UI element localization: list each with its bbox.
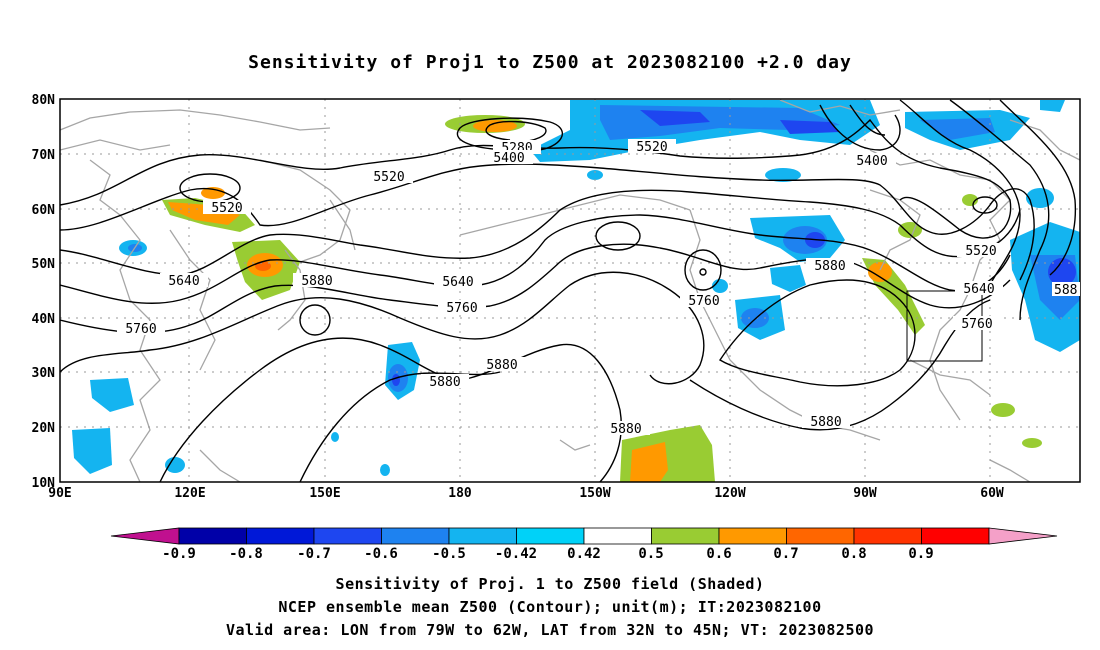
colorbar-label: 0.7 bbox=[773, 546, 798, 562]
lon-label: 90W bbox=[853, 486, 877, 501]
colorbar bbox=[110, 527, 1058, 545]
colorbar-segment bbox=[853, 527, 922, 545]
colorbar-segment bbox=[178, 527, 247, 545]
lat-label: 40N bbox=[32, 312, 56, 327]
colorbar-label: 0.42 bbox=[567, 546, 601, 562]
colorbar-label: 0.6 bbox=[706, 546, 731, 562]
lat-label: 10N bbox=[32, 476, 56, 491]
contour-label: 588 bbox=[1054, 283, 1077, 298]
colorbar-segment bbox=[583, 527, 652, 545]
contour-labels: 5280 5400 5520 5400 5520 5520 5520 5640 … bbox=[117, 139, 1080, 437]
lat-label: 30N bbox=[32, 366, 56, 381]
colorbar-segment bbox=[651, 527, 720, 545]
chart-title: Sensitivity of Proj1 to Z500 at 20230821… bbox=[248, 52, 852, 73]
footer-line-2: NCEP ensemble mean Z500 (Contour); unit(… bbox=[278, 598, 821, 616]
contour-label: 5880 bbox=[610, 422, 641, 437]
contour-label: 5640 bbox=[168, 274, 199, 289]
contour-label: 5880 bbox=[301, 274, 332, 289]
footer-line-3: Valid area: LON from 79W to 62W, LAT fro… bbox=[226, 621, 874, 639]
contour-label: 5640 bbox=[442, 275, 473, 290]
colorbar-segment bbox=[718, 527, 787, 545]
lon-label: 180 bbox=[448, 486, 472, 501]
lat-label: 20N bbox=[32, 421, 56, 436]
contour-label: 5400 bbox=[493, 151, 524, 166]
contour-label: 5760 bbox=[961, 317, 992, 332]
colorbar-segment bbox=[921, 527, 990, 545]
colorbar-segment bbox=[516, 527, 585, 545]
lat-label: 80N bbox=[32, 93, 56, 108]
contour-label: 5760 bbox=[446, 301, 477, 316]
contour-label: 5880 bbox=[814, 259, 845, 274]
contour-label: 5760 bbox=[688, 294, 719, 309]
lat-label: 50N bbox=[32, 257, 56, 272]
contour-label: 5520 bbox=[211, 201, 242, 216]
colorbar-label: -0.42 bbox=[495, 546, 537, 562]
sensitivity-shading bbox=[72, 100, 1080, 482]
lat-label: 60N bbox=[32, 203, 56, 218]
contour-label: 5880 bbox=[429, 375, 460, 390]
contour-label: 5880 bbox=[486, 358, 517, 373]
colorbar-label: -0.5 bbox=[432, 546, 466, 562]
lon-label: 150W bbox=[579, 486, 610, 501]
colorbar-segment bbox=[313, 527, 382, 545]
lon-label: 120E bbox=[174, 486, 205, 501]
lon-label: 60W bbox=[980, 486, 1004, 501]
contour-label: 5880 bbox=[810, 415, 841, 430]
footer-line-1: Sensitivity of Proj. 1 to Z500 field (Sh… bbox=[336, 575, 765, 593]
colorbar-label: -0.8 bbox=[229, 546, 263, 562]
latitude-labels: 80N 70N 60N 50N 40N 30N 20N 10N bbox=[32, 93, 56, 491]
lat-label: 70N bbox=[32, 148, 56, 163]
colorbar-segment bbox=[448, 527, 517, 545]
contour-label: 5520 bbox=[965, 244, 996, 259]
colorbar-label: 0.5 bbox=[638, 546, 663, 562]
colorbar-arrow-right bbox=[988, 527, 1058, 545]
lon-label: 90E bbox=[48, 486, 71, 501]
colorbar-label: 0.8 bbox=[841, 546, 866, 562]
contour-label: 5400 bbox=[856, 154, 887, 169]
coastlines bbox=[60, 99, 1080, 482]
colorbar-segment bbox=[246, 527, 315, 545]
z500-contours bbox=[60, 99, 1077, 482]
contour-label: 5520 bbox=[373, 170, 404, 185]
lon-label: 120W bbox=[714, 486, 745, 501]
colorbar-label: 0.9 bbox=[908, 546, 933, 562]
graticule bbox=[60, 99, 1080, 482]
colorbar-label: -0.9 bbox=[162, 546, 196, 562]
colorbar-segment bbox=[786, 527, 855, 545]
colorbar-label: -0.7 bbox=[297, 546, 331, 562]
longitude-labels: 90E 120E 150E 180 150W 120W 90W 60W bbox=[48, 486, 1004, 501]
map-panel: 5280 5400 5520 5400 5520 5520 5520 5640 … bbox=[32, 93, 1081, 501]
contour-label: 5520 bbox=[636, 140, 667, 155]
colorbar-arrow-left bbox=[110, 527, 180, 545]
colorbar-labels: -0.9 -0.8 -0.7 -0.6 -0.5 -0.42 0.42 0.5 … bbox=[162, 546, 934, 562]
lon-label: 150E bbox=[309, 486, 340, 501]
contour-label: 5760 bbox=[125, 322, 156, 337]
contour-label: 5640 bbox=[963, 282, 994, 297]
colorbar-segment bbox=[381, 527, 450, 545]
colorbar-label: -0.6 bbox=[364, 546, 398, 562]
